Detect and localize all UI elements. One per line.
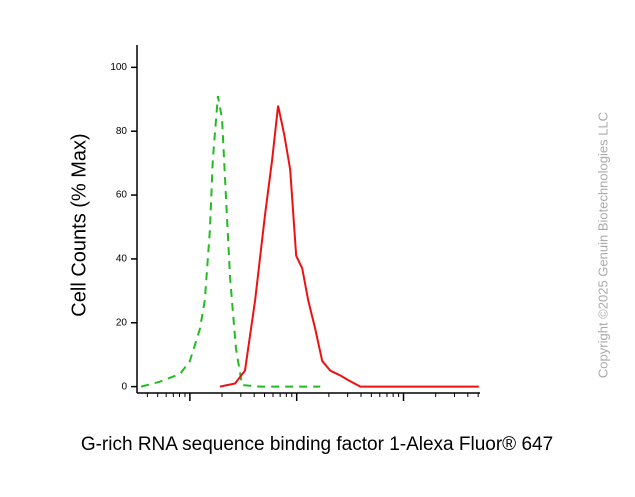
y-axis-label: Cell Counts (% Max)	[68, 133, 90, 316]
y-tick-label: 0	[121, 381, 127, 392]
series-line	[219, 105, 479, 388]
y-tick-label: 20	[116, 317, 128, 328]
y-tick-label: 60	[116, 190, 128, 201]
x-axis-label: G-rich RNA sequence binding factor 1-Ale…	[81, 434, 553, 455]
y-tick-label: 40	[116, 254, 128, 265]
y-tick-label: 80	[116, 126, 128, 137]
series-line	[140, 95, 321, 388]
y-tick-label: 100	[110, 62, 127, 73]
watermark: Copyright ©2025 Genuin Biotechnologies L…	[595, 112, 610, 378]
